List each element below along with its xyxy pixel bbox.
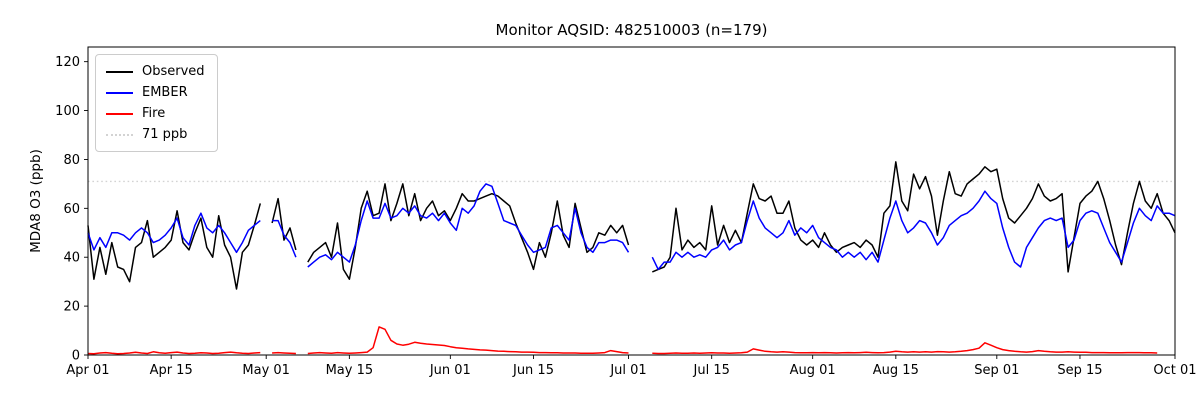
legend-item-fire: Fire	[106, 103, 205, 124]
legend-label-observed: Observed	[142, 64, 205, 79]
observed-line	[87, 161, 1176, 290]
chart-title: Monitor AQSID: 482510003 (n=179)	[495, 21, 768, 39]
legend-label-fire: Fire	[142, 106, 166, 121]
x-tick-label: Aug 15	[873, 363, 919, 378]
x-tick-label: Aug 01	[790, 363, 836, 378]
fire-line	[87, 326, 1158, 355]
x-tick-label: May 01	[242, 363, 290, 378]
x-tick-label: Oct 01	[1153, 363, 1196, 378]
legend-item-ember: EMBER	[106, 82, 205, 103]
y-tick-label: 100	[55, 104, 80, 119]
x-tick-label: Jul 15	[693, 363, 730, 378]
x-tick-label: Sep 15	[1057, 363, 1102, 378]
y-tick-label: 40	[63, 251, 80, 266]
legend: Observed EMBER Fire 71 ppb	[95, 54, 218, 152]
legend-label-ember: EMBER	[142, 85, 188, 100]
x-tick-label: Apr 01	[66, 363, 109, 378]
legend-label-threshold: 71 ppb	[142, 127, 188, 142]
ember-line	[87, 183, 1176, 271]
y-tick-label: 60	[63, 202, 80, 217]
x-tick-label: May 15	[326, 363, 374, 378]
observed-line-swatch	[106, 70, 133, 73]
threshold-line-swatch	[106, 133, 133, 136]
y-tick-label: 120	[55, 55, 80, 70]
fire-line-swatch	[106, 112, 133, 115]
x-tick-label: Jun 15	[512, 363, 554, 378]
legend-item-observed: Observed	[106, 61, 205, 82]
legend-item-threshold: 71 ppb	[106, 124, 205, 145]
y-tick-label: 80	[63, 153, 80, 168]
y-tick-label: 0	[72, 349, 80, 364]
x-tick-label: Jun 01	[429, 363, 471, 378]
ember-line-swatch	[106, 91, 133, 94]
y-tick-label: 20	[63, 300, 80, 315]
x-tick-label: Apr 15	[150, 363, 193, 378]
axes-frame	[87, 46, 1176, 356]
x-tick-label: Jul 01	[609, 363, 646, 378]
x-tick-label: Sep 01	[974, 363, 1019, 378]
